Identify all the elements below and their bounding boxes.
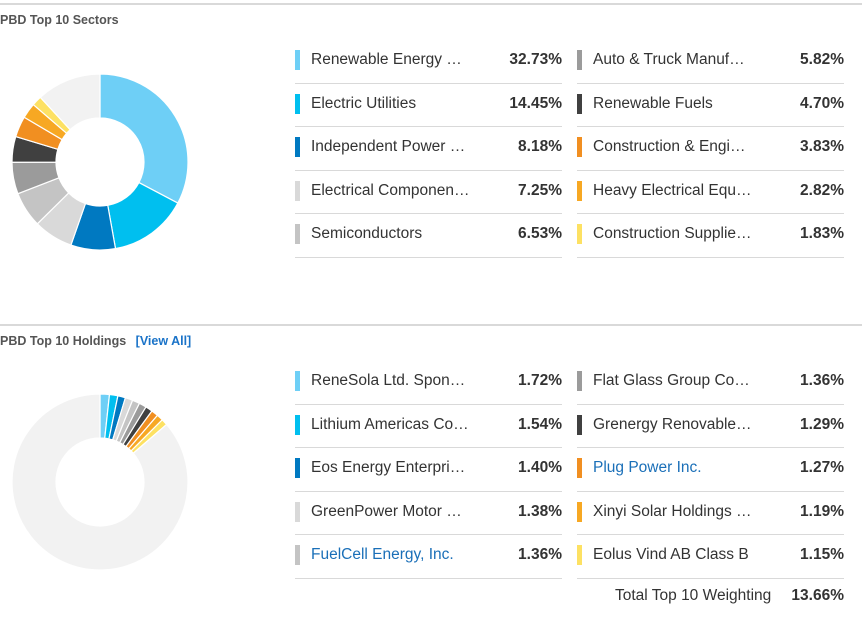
sectors-title: PBD Top 10 Sectors [0, 13, 119, 27]
holdings-panel: PBD Top 10 Holdings [View All] ReneSola … [0, 324, 862, 621]
holding-weight: 1.27% [800, 459, 844, 476]
legend-swatch [295, 414, 300, 435]
legend-swatch [295, 501, 300, 522]
holdings-list-right: Flat Glass Group Co… 1.36% Grenergy Renova… [577, 361, 844, 579]
sector-weight: 7.25% [518, 181, 562, 199]
holding-name[interactable]: Plug Power Inc. [593, 459, 702, 476]
sectors-donut-chart [11, 73, 189, 251]
legend-swatch [577, 371, 582, 391]
sectors-list-right: Auto & Truck Manuf… 5.82% Renewable Fuels 4… [577, 40, 844, 258]
legend-swatch [577, 545, 582, 565]
sector-name: Heavy Electrical Equ… [593, 181, 752, 199]
sector-row: Electric Utilities 14.45% [295, 84, 562, 127]
holding-row: Eolus Vind AB Class B 1.15% [577, 535, 844, 579]
view-all-link[interactable]: [View All] [135, 334, 192, 348]
sector-row: Auto & Truck Manuf… 5.82% [577, 40, 844, 84]
holding-name: Eos Energy Enterpri… [311, 459, 466, 476]
holding-weight: 1.38% [518, 502, 562, 520]
legend-swatch [295, 224, 300, 244]
legend-swatch [577, 501, 582, 522]
sector-name: Auto & Truck Manuf… [593, 51, 745, 68]
total-weighting-row: Total Top 10 Weighting 13.66% [577, 583, 844, 613]
sector-row: Construction Supplie… 1.83% [577, 214, 844, 258]
holding-weight: 1.40% [518, 459, 562, 476]
legend-swatch [295, 458, 300, 478]
sector-name: Renewable Fuels [593, 94, 713, 112]
holding-row: Lithium Americas Co… 1.54% [295, 405, 562, 448]
holding-name: Flat Glass Group Co… [593, 372, 750, 389]
sector-name: Electric Utilities [311, 94, 417, 112]
legend-swatch [577, 458, 582, 478]
holding-row: Flat Glass Group Co… 1.36% [577, 361, 844, 405]
sector-weight: 5.82% [800, 51, 844, 68]
sector-row: Electrical Componen… 7.25% [295, 171, 562, 214]
sector-weight: 32.73% [509, 51, 562, 68]
total-weighting-label: Total Top 10 Weighting [615, 587, 772, 604]
holding-row: Eos Energy Enterpri… 1.40% [295, 448, 562, 492]
legend-swatch [577, 414, 582, 435]
holding-name: Lithium Americas Co… [311, 415, 469, 433]
holding-name: GreenPower Motor … [311, 502, 462, 520]
total-weighting-value: 13.66% [791, 587, 844, 604]
sector-row: Construction & Engi… 3.83% [577, 127, 844, 171]
holding-weight: 1.15% [800, 546, 844, 563]
sector-weight: 14.45% [509, 94, 562, 112]
sector-row: Heavy Electrical Equ… 2.82% [577, 171, 844, 214]
legend-swatch [577, 93, 582, 114]
holding-weight: 1.19% [800, 502, 844, 520]
sector-name: Semiconductors [311, 225, 423, 242]
holding-name: Xinyi Solar Holdings … [593, 502, 752, 520]
holding-row: Plug Power Inc. 1.27% [577, 448, 844, 492]
sector-row: Renewable Fuels 4.70% [577, 84, 844, 127]
sector-weight: 2.82% [800, 181, 844, 199]
holdings-donut-chart [11, 393, 189, 571]
sector-weight: 8.18% [518, 138, 562, 155]
sector-row: Renewable Energy … 32.73% [295, 40, 562, 84]
sector-row: Semiconductors 6.53% [295, 214, 562, 258]
legend-swatch [295, 180, 300, 201]
holding-weight: 1.54% [518, 415, 562, 433]
holding-weight: 1.36% [518, 546, 562, 563]
holdings-title: PBD Top 10 Holdings [0, 334, 127, 348]
holding-weight: 1.29% [800, 415, 844, 433]
sector-weight: 6.53% [518, 225, 562, 242]
holding-name: Grenergy Renovable… [593, 415, 752, 433]
sector-weight: 3.83% [800, 138, 844, 155]
sectors-list-left: Renewable Energy … 32.73% Electric Utiliti… [295, 40, 562, 258]
holding-weight: 1.72% [518, 372, 562, 389]
holding-name[interactable]: FuelCell Energy, Inc. [311, 546, 454, 563]
sector-name: Construction & Engi… [593, 138, 746, 155]
sector-name: Independent Power … [311, 138, 466, 155]
legend-swatch [295, 545, 300, 565]
sector-weight: 4.70% [800, 94, 844, 112]
legend-swatch [577, 137, 582, 157]
donut-remainder-slice [11, 393, 189, 571]
holding-name: Eolus Vind AB Class B [593, 546, 749, 563]
sector-name: Renewable Energy … [311, 51, 462, 68]
legend-swatch [295, 137, 300, 157]
sector-name: Construction Supplie… [593, 225, 752, 242]
legend-swatch [295, 371, 300, 391]
sector-name: Electrical Componen… [311, 181, 470, 199]
holding-row: FuelCell Energy, Inc. 1.36% [295, 535, 562, 579]
holding-name: ReneSola Ltd. Spon… [311, 372, 466, 389]
holding-row: ReneSola Ltd. Spon… 1.72% [295, 361, 562, 405]
legend-swatch [295, 93, 300, 114]
holding-row: Xinyi Solar Holdings … 1.19% [577, 492, 844, 535]
holding-row: GreenPower Motor … 1.38% [295, 492, 562, 535]
sector-weight: 1.83% [800, 225, 844, 242]
holdings-title-wrap: PBD Top 10 Holdings [View All] [0, 334, 191, 348]
legend-swatch [577, 224, 582, 244]
holding-weight: 1.36% [800, 372, 844, 389]
legend-swatch [295, 50, 300, 70]
holding-row: Grenergy Renovable… 1.29% [577, 405, 844, 448]
donut-remainder-slice [39, 73, 101, 131]
holdings-list-left: ReneSola Ltd. Spon… 1.72% Lithium Americas… [295, 361, 562, 579]
donut-slice [99, 73, 189, 204]
legend-swatch [577, 180, 582, 201]
sector-row: Independent Power … 8.18% [295, 127, 562, 171]
sectors-panel: PBD Top 10 Sectors Renewable Energy … 32.… [0, 3, 862, 303]
legend-swatch [577, 50, 582, 70]
